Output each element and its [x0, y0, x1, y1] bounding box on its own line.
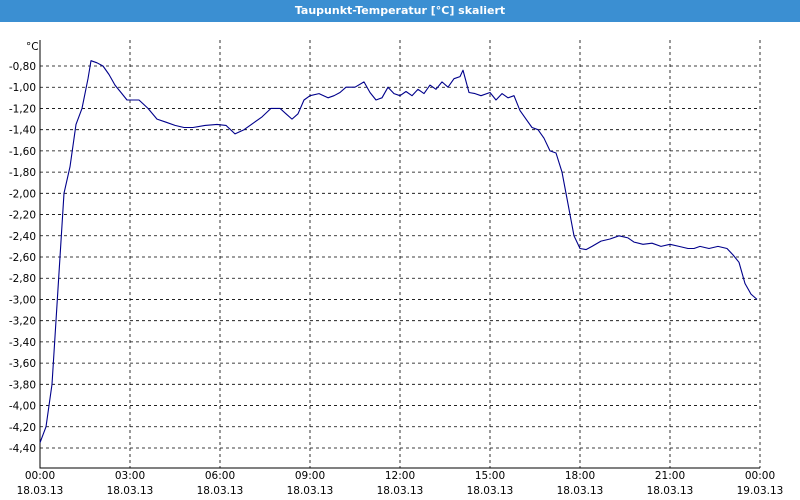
grid: [39, 40, 761, 469]
x-tick-time: 00:00: [745, 470, 775, 482]
y-tick-label: -2,00: [9, 188, 36, 200]
y-tick-label: -2,20: [9, 210, 36, 222]
y-tick-label: -1,80: [9, 167, 36, 179]
x-axis: 00:00 18.03.13 03:00 18.03.13 06:00 18.03.13 0…: [17, 470, 784, 497]
x-tick-date: 18.03.13: [467, 485, 514, 497]
y-tick-label: -3,20: [9, 316, 36, 328]
y-tick-label: -4,20: [9, 422, 36, 434]
x-tick-time: 03:00: [115, 470, 145, 482]
x-tick-time: 21:00: [655, 470, 685, 482]
y-tick-label: -1,00: [9, 82, 36, 94]
x-tick-date: 19.03.13: [737, 485, 784, 497]
x-tick-date: 18.03.13: [107, 485, 154, 497]
y-tick-label: -4,00: [9, 401, 36, 413]
x-tick-time: 18:00: [565, 470, 595, 482]
series-layer: [39, 60, 758, 443]
y-tick-label: -0,80: [9, 61, 36, 73]
window-title: Taupunkt-Temperatur [°C] skaliert: [0, 0, 800, 22]
x-tick-date: 18.03.13: [377, 485, 424, 497]
x-tick-date: 18.03.13: [557, 485, 604, 497]
x-tick-date: 18.03.13: [197, 485, 244, 497]
x-tick-time: 12:00: [385, 470, 415, 482]
y-tick-label: -3,80: [9, 379, 36, 391]
x-tick-time: 09:00: [295, 470, 325, 482]
y-tick-label: -4,40: [9, 443, 36, 455]
series-line: [39, 60, 758, 443]
x-tick-time: 00:00: [25, 470, 55, 482]
y-tick-label: -3,00: [9, 294, 36, 306]
y-tick-label: -3,40: [9, 337, 36, 349]
y-tick-label: -1,40: [9, 125, 36, 137]
y-axis-label: °C: [26, 41, 39, 53]
y-tick-label: -2,40: [9, 231, 36, 243]
x-tick-date: 18.03.13: [17, 485, 64, 497]
chart-plot-area: -0,80 -1,00 -1,20 -1,40 -1,60 -1,80 -2,00 -2,20…: [9, 40, 784, 497]
axis-lines: [39, 40, 760, 469]
x-tick-time: 15:00: [475, 470, 505, 482]
x-tick-time: 06:00: [205, 470, 235, 482]
x-tick-date: 18.03.13: [287, 485, 334, 497]
y-tick-label: -2,80: [9, 273, 36, 285]
y-tick-label: -1,20: [9, 103, 36, 115]
y-tick-label: -2,60: [9, 252, 36, 264]
y-tick-label: -1,60: [9, 146, 36, 158]
y-axis: -0,80 -1,00 -1,20 -1,40 -1,60 -1,80 -2,00 -2,20…: [9, 61, 36, 455]
y-tick-label: -3,60: [9, 358, 36, 370]
x-tick-date: 18.03.13: [647, 485, 694, 497]
